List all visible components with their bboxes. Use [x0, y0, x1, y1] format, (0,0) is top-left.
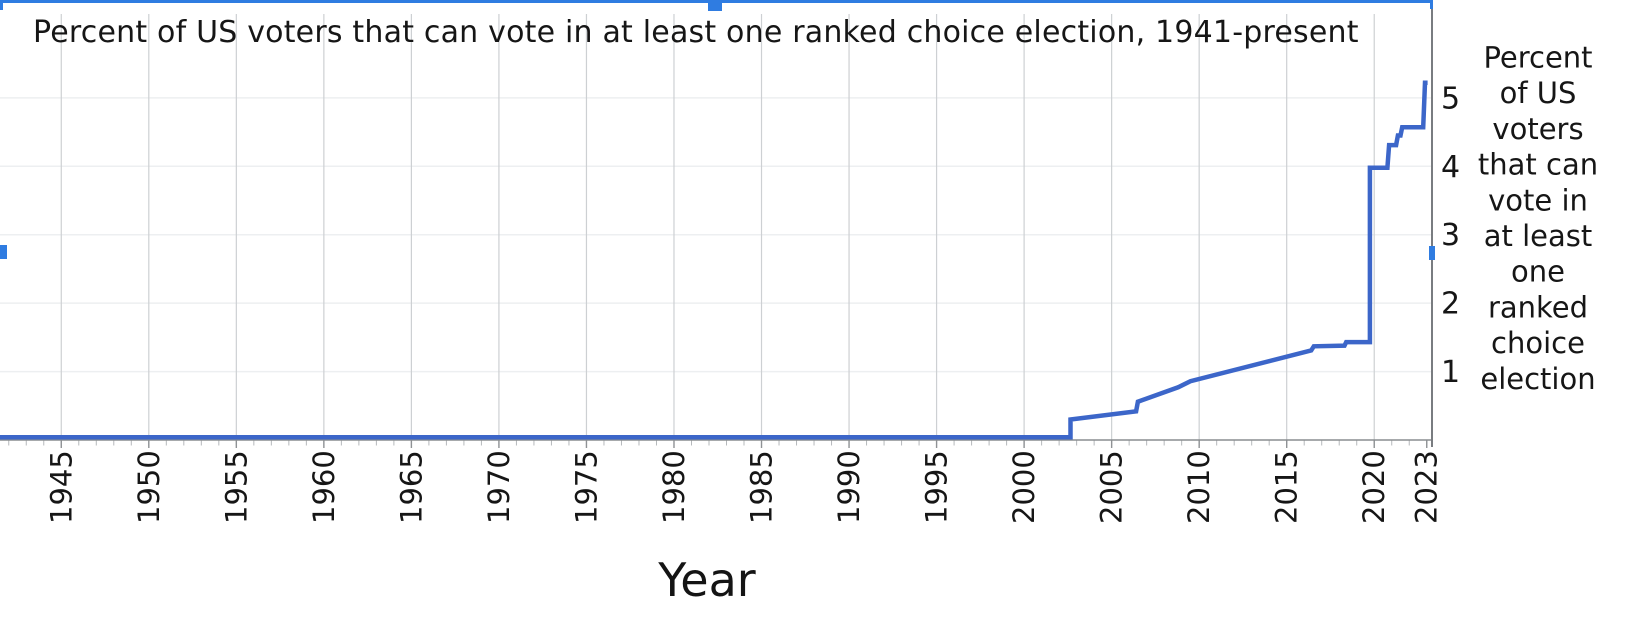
y-axis-title-line: that can	[1478, 148, 1598, 182]
selection-handle-right-middle[interactable]	[1429, 246, 1435, 260]
x-tick-label: 1995	[920, 450, 954, 524]
y-axis-title-line: at least	[1484, 219, 1593, 253]
chart-title: Percent of US voters that can vote in at…	[33, 15, 1359, 50]
x-tick-label: 2020	[1357, 450, 1391, 524]
y-tick-label: 2	[1441, 287, 1460, 322]
x-tick-label: 2010	[1182, 450, 1216, 524]
data-line	[0, 80, 1428, 440]
y-axis-title-line: ranked	[1488, 290, 1588, 324]
selection-corner-top-left[interactable]	[0, 0, 3, 10]
y-tick-label: 5	[1441, 81, 1460, 116]
y-tick-label: 1	[1441, 355, 1460, 390]
x-tick-label: 1990	[832, 450, 866, 524]
x-tick-label: 1965	[394, 450, 428, 524]
chart-right-spine	[1431, 3, 1433, 447]
y-tick-label: 3	[1441, 218, 1460, 253]
y-axis-title-line: vote in	[1488, 183, 1588, 217]
x-tick-label: 1960	[307, 450, 341, 524]
x-axis-title: Year	[658, 553, 756, 607]
x-tick-label: 1945	[44, 450, 78, 524]
y-axis-title-line: election	[1480, 362, 1595, 396]
selection-handle-left-middle[interactable]	[0, 245, 7, 259]
x-tick-label: 1970	[482, 450, 516, 524]
x-tick-label: 1955	[219, 450, 253, 524]
x-tick-label: 2000	[1007, 450, 1041, 524]
x-tick-label: 1985	[745, 450, 779, 524]
x-tick-label: 1980	[657, 450, 691, 524]
y-axis-title-line: voters	[1492, 112, 1583, 146]
selection-handle-top-center[interactable]	[708, 0, 722, 11]
y-axis-title-line: one	[1511, 255, 1565, 289]
x-tick-label: 2005	[1095, 450, 1129, 524]
x-tick-label: 1950	[132, 450, 166, 524]
y-tick-label: 4	[1441, 150, 1460, 185]
y-axis-title-line: choice	[1491, 326, 1585, 360]
x-tick-label: 2023	[1410, 450, 1444, 524]
y-axis-title-line: Percent	[1483, 41, 1592, 75]
x-tick-label: 2015	[1270, 450, 1304, 524]
y-axis-title-line: of US	[1500, 76, 1577, 110]
x-tick-label: 1975	[570, 450, 604, 524]
selection-corner-top-right[interactable]	[1430, 0, 1433, 9]
